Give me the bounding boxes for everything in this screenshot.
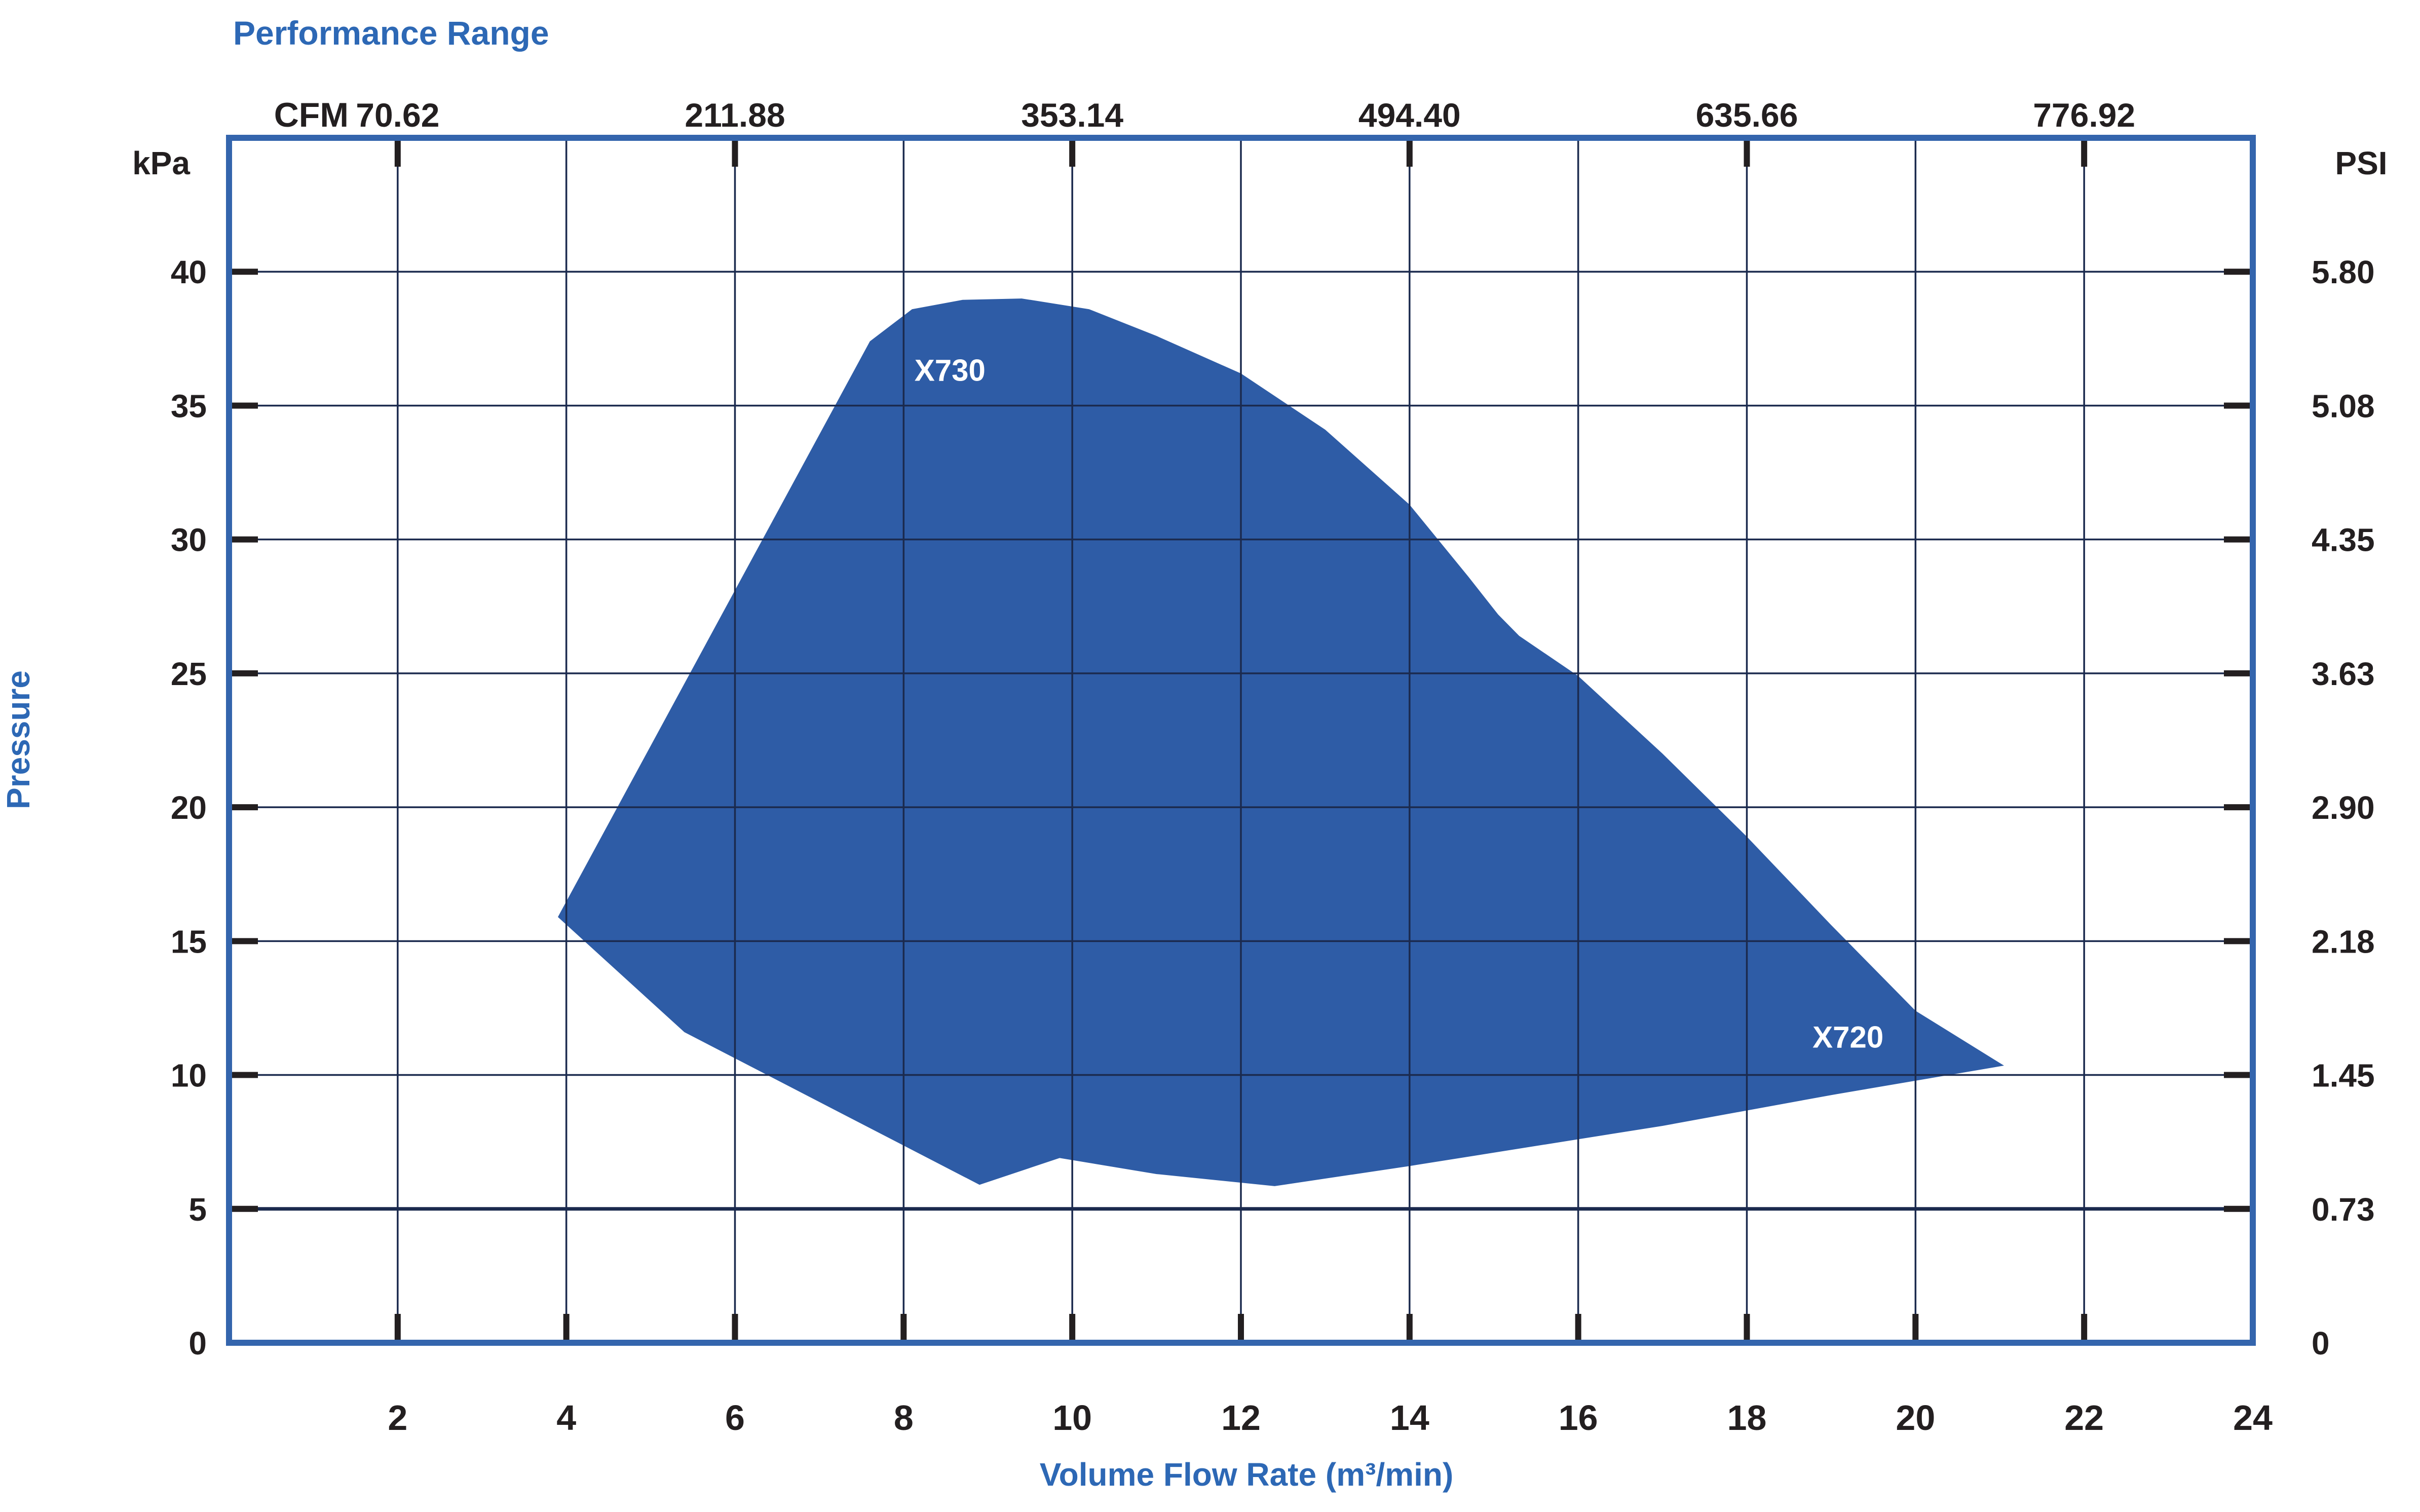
- psi-label-0: 0: [2312, 1325, 2330, 1362]
- top-axis-unit-cfm: CFM: [274, 96, 349, 134]
- x-tick-label-10: 10: [1052, 1398, 1092, 1438]
- x-tick-label-18: 18: [1727, 1398, 1767, 1438]
- x-tick-label-24: 24: [2233, 1398, 2273, 1438]
- kpa-label-20: 20: [171, 789, 207, 826]
- kpa-label-10: 10: [171, 1057, 207, 1094]
- right-axis-unit-psi: PSI: [2335, 145, 2387, 181]
- cfm-label-211.88: 211.88: [685, 96, 785, 134]
- psi-label-2.18: 2.18: [2312, 923, 2375, 960]
- kpa-label-35: 35: [171, 388, 207, 424]
- x-tick-label-20: 20: [1896, 1398, 1935, 1438]
- tick-label-layer: 40353025201510505.805.084.353.632.902.18…: [171, 96, 2375, 1438]
- cfm-label-353.14: 353.14: [1021, 96, 1123, 134]
- plot-frame: [226, 135, 2256, 1346]
- x-tick-label-8: 8: [894, 1398, 914, 1438]
- kpa-label-25: 25: [171, 656, 207, 692]
- x-tick-label-12: 12: [1221, 1398, 1261, 1438]
- psi-label-3.63: 3.63: [2312, 656, 2375, 692]
- x-tick-label-22: 22: [2064, 1398, 2104, 1438]
- kpa-label-5: 5: [188, 1191, 207, 1228]
- psi-label-5.80: 5.80: [2312, 254, 2375, 290]
- y-axis-title-pressure: Pressure: [0, 670, 36, 809]
- psi-label-0.73: 0.73: [2312, 1191, 2375, 1228]
- performance-region: [558, 298, 2005, 1186]
- region-label-x720: X720: [1812, 1020, 1883, 1054]
- x-tick-label-14: 14: [1390, 1398, 1429, 1438]
- x-tick-label-6: 6: [725, 1398, 745, 1438]
- cfm-label-635.66: 635.66: [1696, 96, 1798, 134]
- chart-title: Performance Range: [233, 14, 549, 52]
- gridline-layer: [229, 138, 2253, 1343]
- kpa-label-30: 30: [171, 522, 207, 558]
- psi-label-1.45: 1.45: [2312, 1057, 2375, 1094]
- kpa-label-40: 40: [171, 254, 207, 290]
- region-layer: [558, 298, 2005, 1186]
- kpa-label-0: 0: [188, 1325, 207, 1362]
- x-tick-label-2: 2: [388, 1398, 407, 1438]
- plot-frame-layer: [226, 135, 2256, 1346]
- x-tick-label-16: 16: [1559, 1398, 1598, 1438]
- psi-label-4.35: 4.35: [2312, 522, 2375, 558]
- psi-label-5.08: 5.08: [2312, 388, 2375, 424]
- psi-label-2.90: 2.90: [2312, 789, 2375, 826]
- cfm-label-70.62: 70.62: [356, 96, 439, 134]
- tick-layer: [230, 139, 2252, 1342]
- cfm-label-494.40: 494.40: [1358, 96, 1461, 134]
- kpa-label-15: 15: [171, 923, 207, 960]
- region-label-x730: X730: [915, 354, 986, 388]
- x-axis-title-volume-flow-rate: Volume Flow Rate (m³/min): [1040, 1456, 1454, 1493]
- x-tick-label-4: 4: [556, 1398, 576, 1438]
- cfm-label-776.92: 776.92: [2033, 96, 2135, 134]
- left-axis-unit-kpa: kPa: [132, 145, 190, 181]
